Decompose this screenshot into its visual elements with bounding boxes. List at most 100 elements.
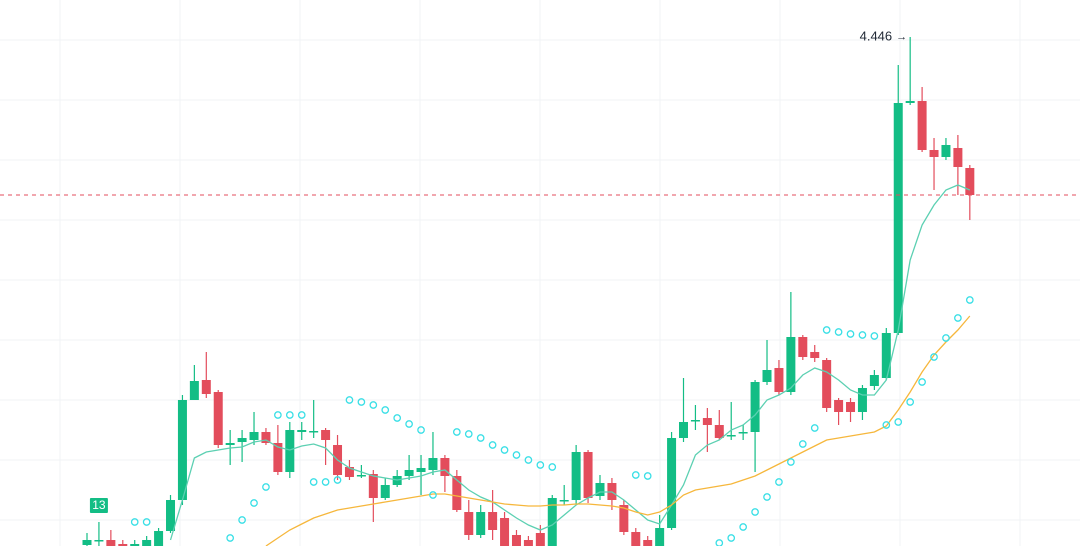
candle-body — [893, 103, 903, 333]
candle-body — [130, 544, 140, 546]
sar-dot — [429, 491, 437, 499]
candle-body — [726, 435, 736, 437]
candle-body — [249, 432, 259, 440]
sar-dot — [882, 421, 891, 429]
sar-dot — [965, 296, 974, 304]
candle-body — [667, 438, 677, 528]
candle-body — [679, 422, 688, 438]
candle-body — [142, 540, 152, 546]
candle-body — [285, 430, 295, 472]
high-arrow: → — [896, 31, 907, 43]
high-label: 4.446 — [860, 28, 893, 43]
candle-body — [404, 470, 414, 476]
candle-body — [523, 540, 533, 546]
candle-body — [273, 443, 283, 472]
sar-dot — [954, 314, 962, 322]
candle-body — [476, 512, 486, 535]
candle-body — [511, 535, 521, 546]
candle-body — [941, 145, 951, 157]
candle-body — [881, 333, 891, 378]
sar-dot — [548, 463, 557, 471]
sar-dot — [488, 441, 497, 449]
candle-body — [774, 368, 784, 392]
sar-dot — [643, 472, 652, 480]
sar-dot — [524, 456, 533, 464]
marker-label: 13 — [92, 498, 106, 512]
candle-body — [237, 438, 247, 442]
candle-body — [846, 402, 856, 412]
candle-body — [261, 432, 271, 443]
candle-body — [619, 505, 629, 532]
moving-average — [265, 315, 971, 546]
candle-body — [917, 101, 927, 150]
sar-dot — [369, 401, 378, 409]
candle-body — [750, 382, 760, 432]
sar-dot — [846, 330, 855, 338]
candle-body — [154, 531, 164, 546]
sar-dot — [476, 434, 485, 442]
candle-body — [189, 381, 199, 400]
candle-body — [547, 498, 557, 546]
sar-dot — [452, 428, 461, 436]
sar-dot — [500, 446, 509, 454]
candle-body — [94, 540, 104, 542]
sar-dot — [130, 518, 139, 526]
candle-body — [535, 533, 545, 546]
candle-body — [321, 430, 331, 440]
candle-body — [559, 500, 569, 502]
candle-body — [118, 544, 128, 546]
sar-dot — [238, 516, 246, 524]
candle-body — [368, 474, 378, 498]
sar-dot — [262, 483, 270, 491]
sar-dot — [309, 478, 318, 486]
sar-dot — [858, 331, 867, 339]
candle-body — [834, 400, 844, 412]
candle-body — [356, 475, 366, 477]
sar-dot — [345, 396, 354, 404]
candle-body — [643, 540, 653, 546]
sar-dot — [787, 458, 795, 466]
candle-body — [786, 337, 796, 392]
sar-dot — [512, 451, 521, 459]
candle-body — [213, 392, 223, 445]
sar-dot — [834, 328, 843, 336]
sar-dot — [405, 420, 413, 428]
candle-body — [500, 518, 510, 546]
candle-body — [583, 452, 593, 498]
candle-body — [428, 458, 438, 470]
sar-dot — [715, 539, 724, 546]
candle-body — [929, 150, 939, 157]
candle-body — [655, 528, 665, 546]
candle-body — [953, 148, 963, 167]
candle-body — [452, 476, 462, 510]
sar-dot — [357, 398, 366, 406]
candle-body — [344, 467, 354, 477]
candle-body — [738, 432, 748, 434]
candle-body — [810, 352, 820, 358]
candle-body — [166, 500, 176, 531]
candle-body — [762, 370, 772, 382]
candle-body — [177, 400, 187, 500]
candle-body — [714, 425, 724, 438]
sar-dot — [321, 478, 330, 486]
candle-body — [595, 483, 605, 496]
sar-dot — [775, 478, 783, 486]
candle-body — [798, 337, 808, 357]
sar-dot — [250, 499, 258, 507]
sar-dot — [763, 493, 771, 501]
sar-dot — [810, 424, 819, 432]
candle-body — [380, 485, 390, 498]
candle-body — [488, 512, 498, 530]
candle-body — [631, 532, 641, 546]
candle-body — [82, 540, 92, 545]
candle-body — [965, 168, 975, 195]
sar-dot — [274, 411, 282, 419]
candle-body — [869, 375, 879, 386]
candle-body — [309, 431, 319, 433]
sar-dot — [631, 471, 640, 479]
candle-body — [690, 420, 700, 422]
sar-dot — [285, 411, 294, 419]
sar-dot — [536, 461, 545, 469]
